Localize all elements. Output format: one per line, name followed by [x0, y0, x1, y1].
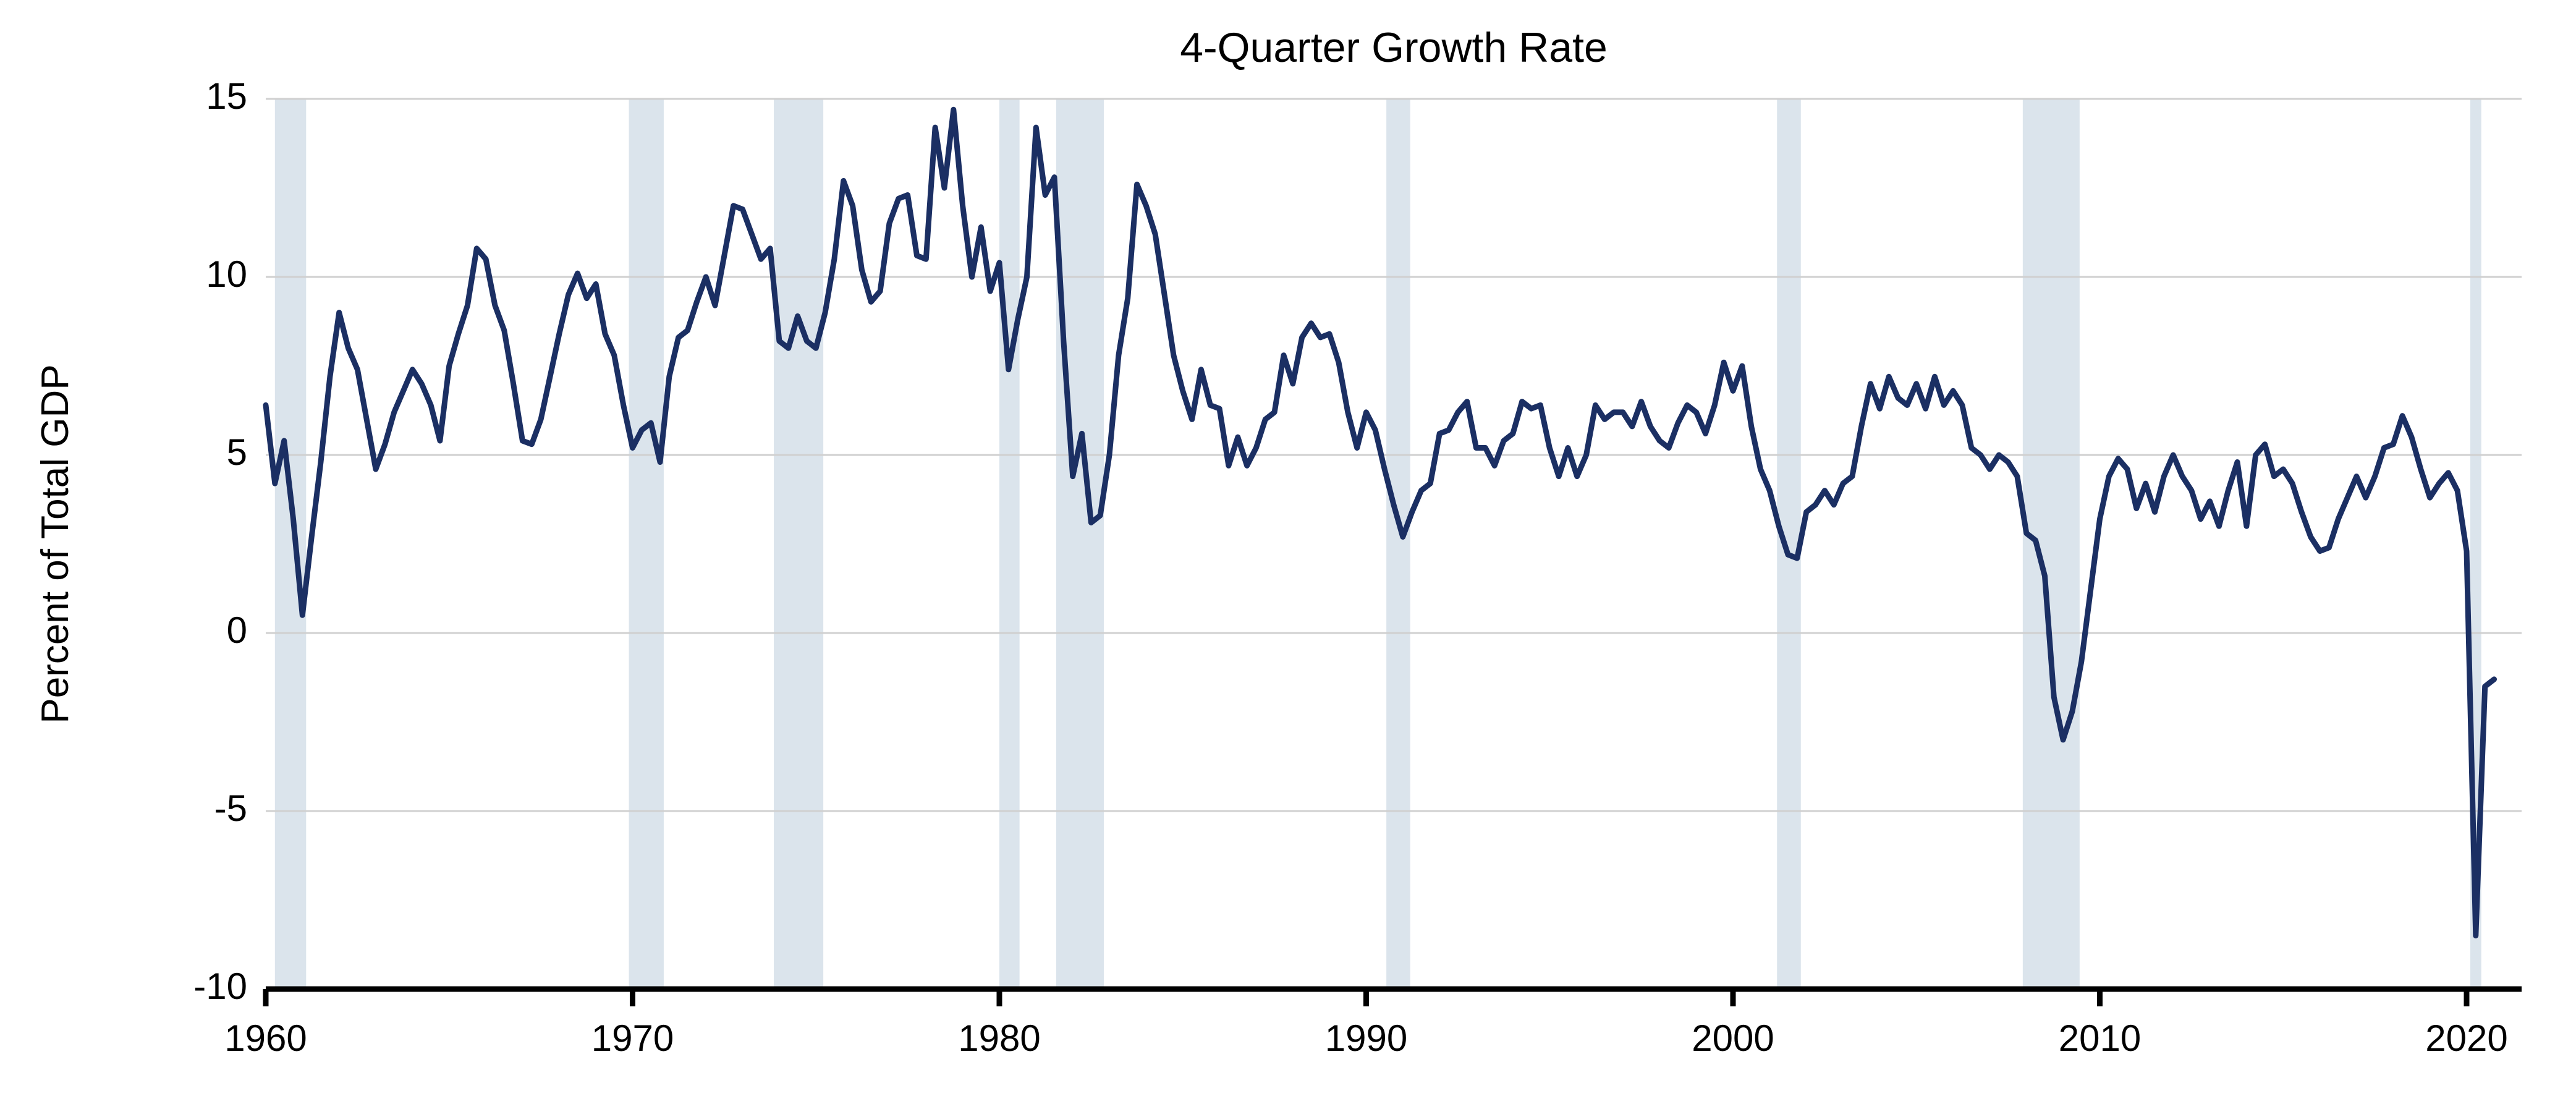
recession-band	[774, 99, 823, 989]
x-tick-label: 1970	[591, 1017, 674, 1059]
x-tick-label: 2020	[2425, 1017, 2507, 1059]
chart-container: -10 -5 0 5 10 15 1960 1970 1980 1990 2000 2010 2020 4…	[0, 0, 2576, 1096]
recession-band	[999, 99, 1020, 989]
y-axis-label: Percent of Total GDP	[34, 364, 77, 723]
y-tick-label: 0	[227, 610, 247, 651]
x-tick-label: 2010	[2059, 1017, 2141, 1059]
x-tick-label: 1960	[224, 1017, 307, 1059]
y-tick-label: 10	[206, 253, 247, 295]
recession-band	[2023, 99, 2080, 989]
recession-band	[1056, 99, 1104, 989]
x-tick-label: 1990	[1325, 1017, 1407, 1059]
y-tick-label: 15	[206, 75, 247, 117]
y-tick-label: -10	[193, 966, 247, 1007]
recession-band	[1386, 99, 1410, 989]
y-tick-label: -5	[214, 788, 247, 829]
y-tick-label: 5	[227, 431, 247, 473]
chart-title: 4-Quarter Growth Rate	[1180, 24, 1608, 71]
recession-band	[629, 99, 664, 989]
x-tick-label: 2000	[1692, 1017, 1774, 1059]
recession-band	[275, 99, 306, 989]
x-tick-label: 1980	[958, 1017, 1040, 1059]
chart-svg: -10 -5 0 5 10 15 1960 1970 1980 1990 2000 2010 2020 4…	[0, 0, 2576, 1096]
